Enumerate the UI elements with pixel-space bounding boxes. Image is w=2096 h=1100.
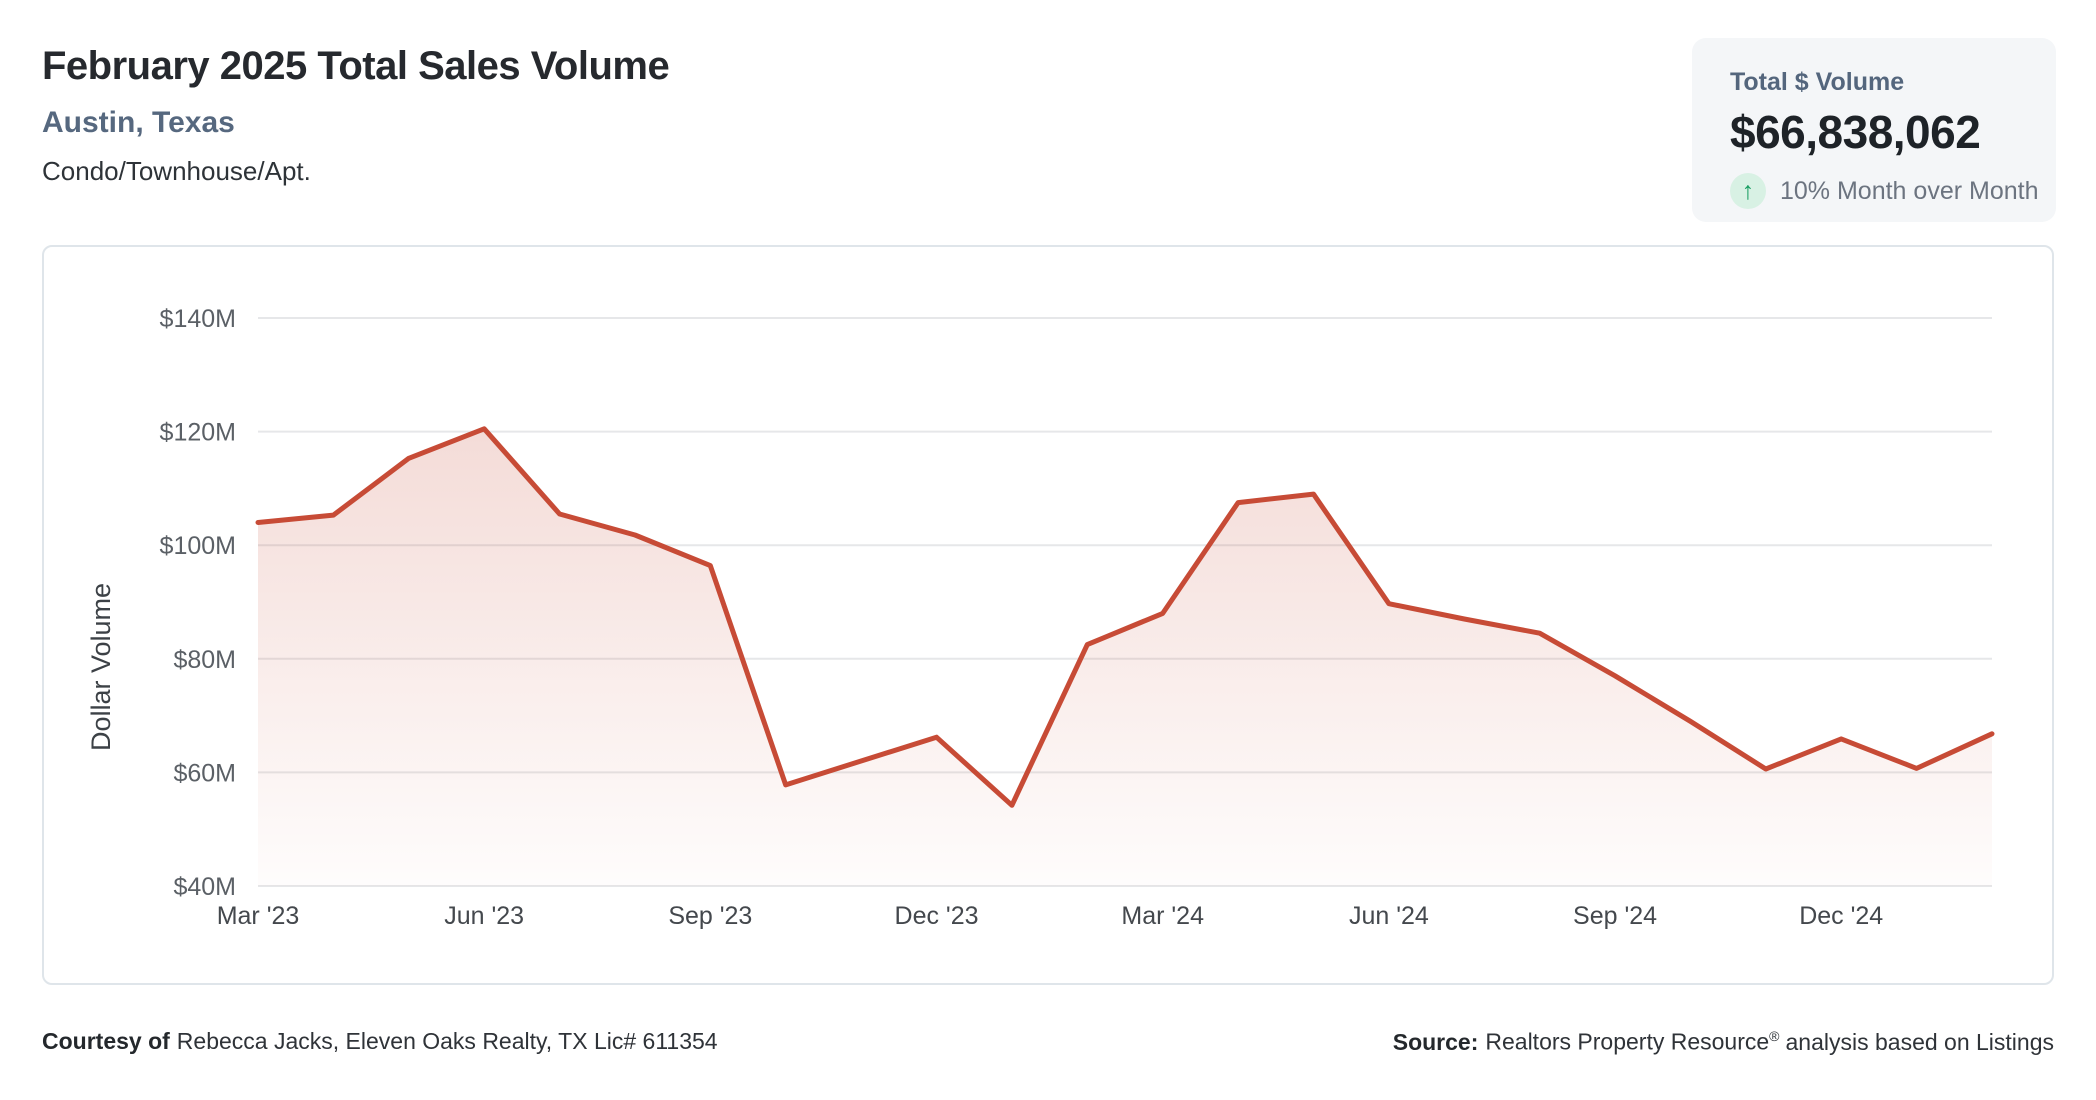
y-tick-label: $60M bbox=[173, 759, 236, 787]
x-tick-label: Dec '24 bbox=[1799, 902, 1883, 930]
source-post: analysis based on Listings bbox=[1785, 1028, 2055, 1055]
total-volume-card: Total $ Volume $66,838,062 ↑ 10% Month o… bbox=[1692, 38, 2056, 222]
y-axis-title: Dollar Volume bbox=[86, 583, 116, 751]
x-tick-label: Dec '23 bbox=[895, 902, 979, 930]
y-tick-label: $120M bbox=[160, 419, 236, 447]
up-arrow-icon: ↑ bbox=[1741, 176, 1755, 205]
courtesy-text: Rebecca Jacks, Eleven Oaks Realty, TX Li… bbox=[176, 1028, 718, 1054]
chart-card: $40M $60M $80M $100M $120M $140M Mar '23 Jun '2… bbox=[42, 245, 2054, 985]
source-line: Source: Realtors Property Resource® analys… bbox=[1393, 1028, 2054, 1056]
up-arrow-badge: ↑ bbox=[1730, 173, 1766, 209]
y-tick-label: $100M bbox=[160, 532, 236, 560]
sales-volume-chart: $40M $60M $80M $100M $120M $140M Mar '23 Jun '2… bbox=[86, 305, 1995, 930]
y-tick-label: $140M bbox=[160, 305, 236, 333]
x-tick-label: Jun '23 bbox=[444, 902, 524, 930]
courtesy-label: Courtesy of bbox=[42, 1028, 170, 1054]
y-tick-label: $40M bbox=[173, 873, 236, 901]
location-subtitle: Austin, Texas bbox=[42, 106, 235, 139]
x-tick-label: Sep '24 bbox=[1573, 902, 1657, 930]
trend-line bbox=[255, 426, 1995, 808]
property-type-label: Condo/Townhouse/Apt. bbox=[42, 156, 311, 186]
source-pre: Realtors Property Resource bbox=[1485, 1028, 1770, 1055]
y-tick-label: $80M bbox=[173, 646, 236, 674]
page-title: February 2025 Total Sales Volume bbox=[42, 44, 670, 88]
source-label: Source: bbox=[1392, 1028, 1479, 1055]
total-volume-value: $66,838,062 bbox=[1730, 106, 1981, 158]
total-volume-label: Total $ Volume bbox=[1730, 68, 1905, 96]
area-fill bbox=[258, 428, 1992, 886]
x-tick-label: Mar '23 bbox=[217, 902, 300, 930]
x-tick-label: Sep '23 bbox=[668, 902, 752, 930]
x-tick-label: Mar '24 bbox=[1121, 902, 1204, 930]
x-tick-label: Jun '24 bbox=[1349, 902, 1429, 930]
month-over-month-row: ↑ 10% Month over Month bbox=[1730, 173, 2038, 209]
registered-trademark-icon: ® bbox=[1769, 1028, 1780, 1044]
courtesy-line: Courtesy of Rebecca Jacks, Eleven Oaks Re… bbox=[42, 1028, 718, 1055]
month-over-month-text: 10% Month over Month bbox=[1780, 176, 2039, 205]
